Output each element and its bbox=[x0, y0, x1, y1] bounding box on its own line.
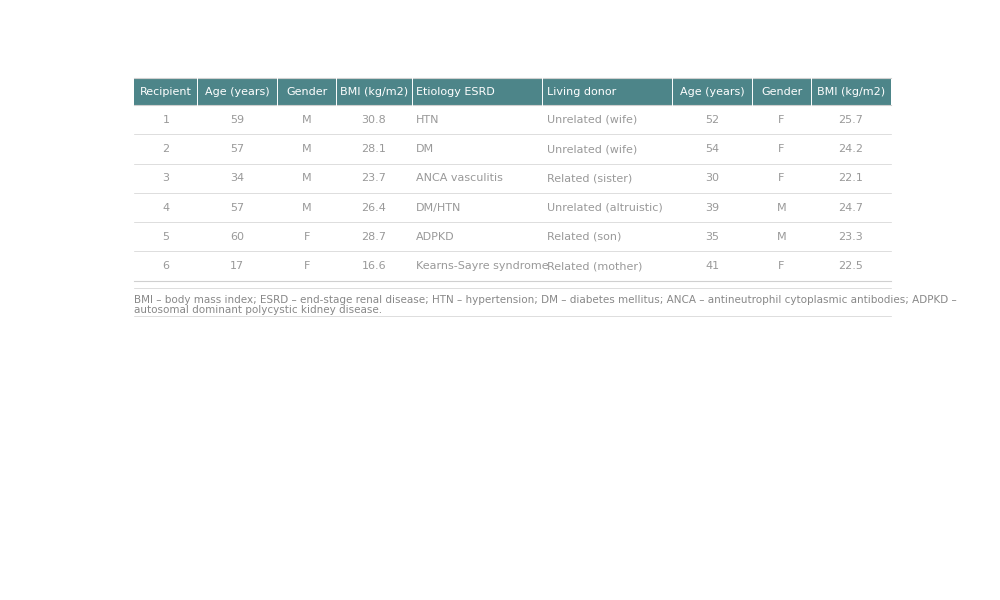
Text: 4: 4 bbox=[162, 203, 169, 212]
Text: 17: 17 bbox=[230, 261, 244, 271]
Text: 59: 59 bbox=[230, 115, 244, 125]
Text: 41: 41 bbox=[705, 261, 719, 271]
Text: 35: 35 bbox=[705, 232, 719, 242]
Text: Age (years): Age (years) bbox=[205, 86, 270, 97]
Text: Recipient: Recipient bbox=[140, 86, 192, 97]
Text: Unrelated (altruistic): Unrelated (altruistic) bbox=[547, 203, 662, 212]
Text: 30: 30 bbox=[705, 173, 719, 183]
Text: BMI – body mass index; ESRD – end-stage renal disease; HTN – hypertension; DM – : BMI – body mass index; ESRD – end-stage … bbox=[134, 295, 957, 305]
Text: DM: DM bbox=[416, 144, 434, 154]
Text: Related (sister): Related (sister) bbox=[547, 173, 632, 183]
Text: 60: 60 bbox=[230, 232, 244, 242]
Text: 16.6: 16.6 bbox=[362, 261, 386, 271]
Text: 39: 39 bbox=[705, 203, 719, 212]
Text: 24.2: 24.2 bbox=[838, 144, 863, 154]
Bar bbox=[134, 105, 891, 134]
Text: 22.1: 22.1 bbox=[838, 173, 863, 183]
Text: M: M bbox=[302, 173, 311, 183]
Text: Unrelated (wife): Unrelated (wife) bbox=[547, 144, 637, 154]
Text: ANCA vasculitis: ANCA vasculitis bbox=[416, 173, 503, 183]
Text: 24.7: 24.7 bbox=[838, 203, 863, 212]
Text: 23.7: 23.7 bbox=[361, 173, 386, 183]
Text: Related (mother): Related (mother) bbox=[547, 261, 642, 271]
Text: F: F bbox=[778, 173, 785, 183]
Text: F: F bbox=[303, 232, 310, 242]
Text: 57: 57 bbox=[230, 203, 244, 212]
Text: 1: 1 bbox=[162, 115, 169, 125]
Text: 2: 2 bbox=[162, 144, 169, 154]
Text: 23.3: 23.3 bbox=[838, 232, 863, 242]
Text: 25.7: 25.7 bbox=[838, 115, 863, 125]
Text: 28.7: 28.7 bbox=[361, 232, 386, 242]
Bar bbox=[134, 251, 891, 281]
Text: 57: 57 bbox=[230, 144, 244, 154]
Text: 6: 6 bbox=[162, 261, 169, 271]
Text: Living donor: Living donor bbox=[547, 86, 616, 97]
Bar bbox=[134, 78, 891, 105]
Text: Kearns-Sayre syndrome: Kearns-Sayre syndrome bbox=[416, 261, 549, 271]
Bar bbox=[134, 134, 891, 164]
Bar bbox=[134, 222, 891, 251]
Text: BMI (kg/m2): BMI (kg/m2) bbox=[817, 86, 885, 97]
Text: M: M bbox=[302, 203, 311, 212]
Text: 34: 34 bbox=[230, 173, 244, 183]
Text: M: M bbox=[777, 232, 786, 242]
Text: M: M bbox=[777, 203, 786, 212]
Text: Etiology ESRD: Etiology ESRD bbox=[416, 86, 495, 97]
Text: 22.5: 22.5 bbox=[838, 261, 863, 271]
Text: 5: 5 bbox=[162, 232, 169, 242]
Text: M: M bbox=[302, 115, 311, 125]
Text: 28.1: 28.1 bbox=[361, 144, 386, 154]
Text: Age (years): Age (years) bbox=[680, 86, 744, 97]
Text: F: F bbox=[778, 261, 785, 271]
Text: Gender: Gender bbox=[286, 86, 327, 97]
Text: ADPKD: ADPKD bbox=[416, 232, 455, 242]
Text: 30.8: 30.8 bbox=[361, 115, 386, 125]
Text: F: F bbox=[778, 115, 785, 125]
Text: 3: 3 bbox=[162, 173, 169, 183]
Text: Related (son): Related (son) bbox=[547, 232, 621, 242]
Text: 52: 52 bbox=[705, 115, 719, 125]
Bar bbox=[134, 164, 891, 193]
Text: Gender: Gender bbox=[761, 86, 802, 97]
Text: Unrelated (wife): Unrelated (wife) bbox=[547, 115, 637, 125]
Text: BMI (kg/m2): BMI (kg/m2) bbox=[340, 86, 408, 97]
Text: 26.4: 26.4 bbox=[361, 203, 386, 212]
Bar bbox=[134, 193, 891, 222]
Text: autosomal dominant polycystic kidney disease.: autosomal dominant polycystic kidney dis… bbox=[134, 305, 382, 316]
Text: F: F bbox=[778, 144, 785, 154]
Text: F: F bbox=[303, 261, 310, 271]
Text: 54: 54 bbox=[705, 144, 719, 154]
Text: DM/HTN: DM/HTN bbox=[416, 203, 462, 212]
Text: HTN: HTN bbox=[416, 115, 440, 125]
Text: M: M bbox=[302, 144, 311, 154]
